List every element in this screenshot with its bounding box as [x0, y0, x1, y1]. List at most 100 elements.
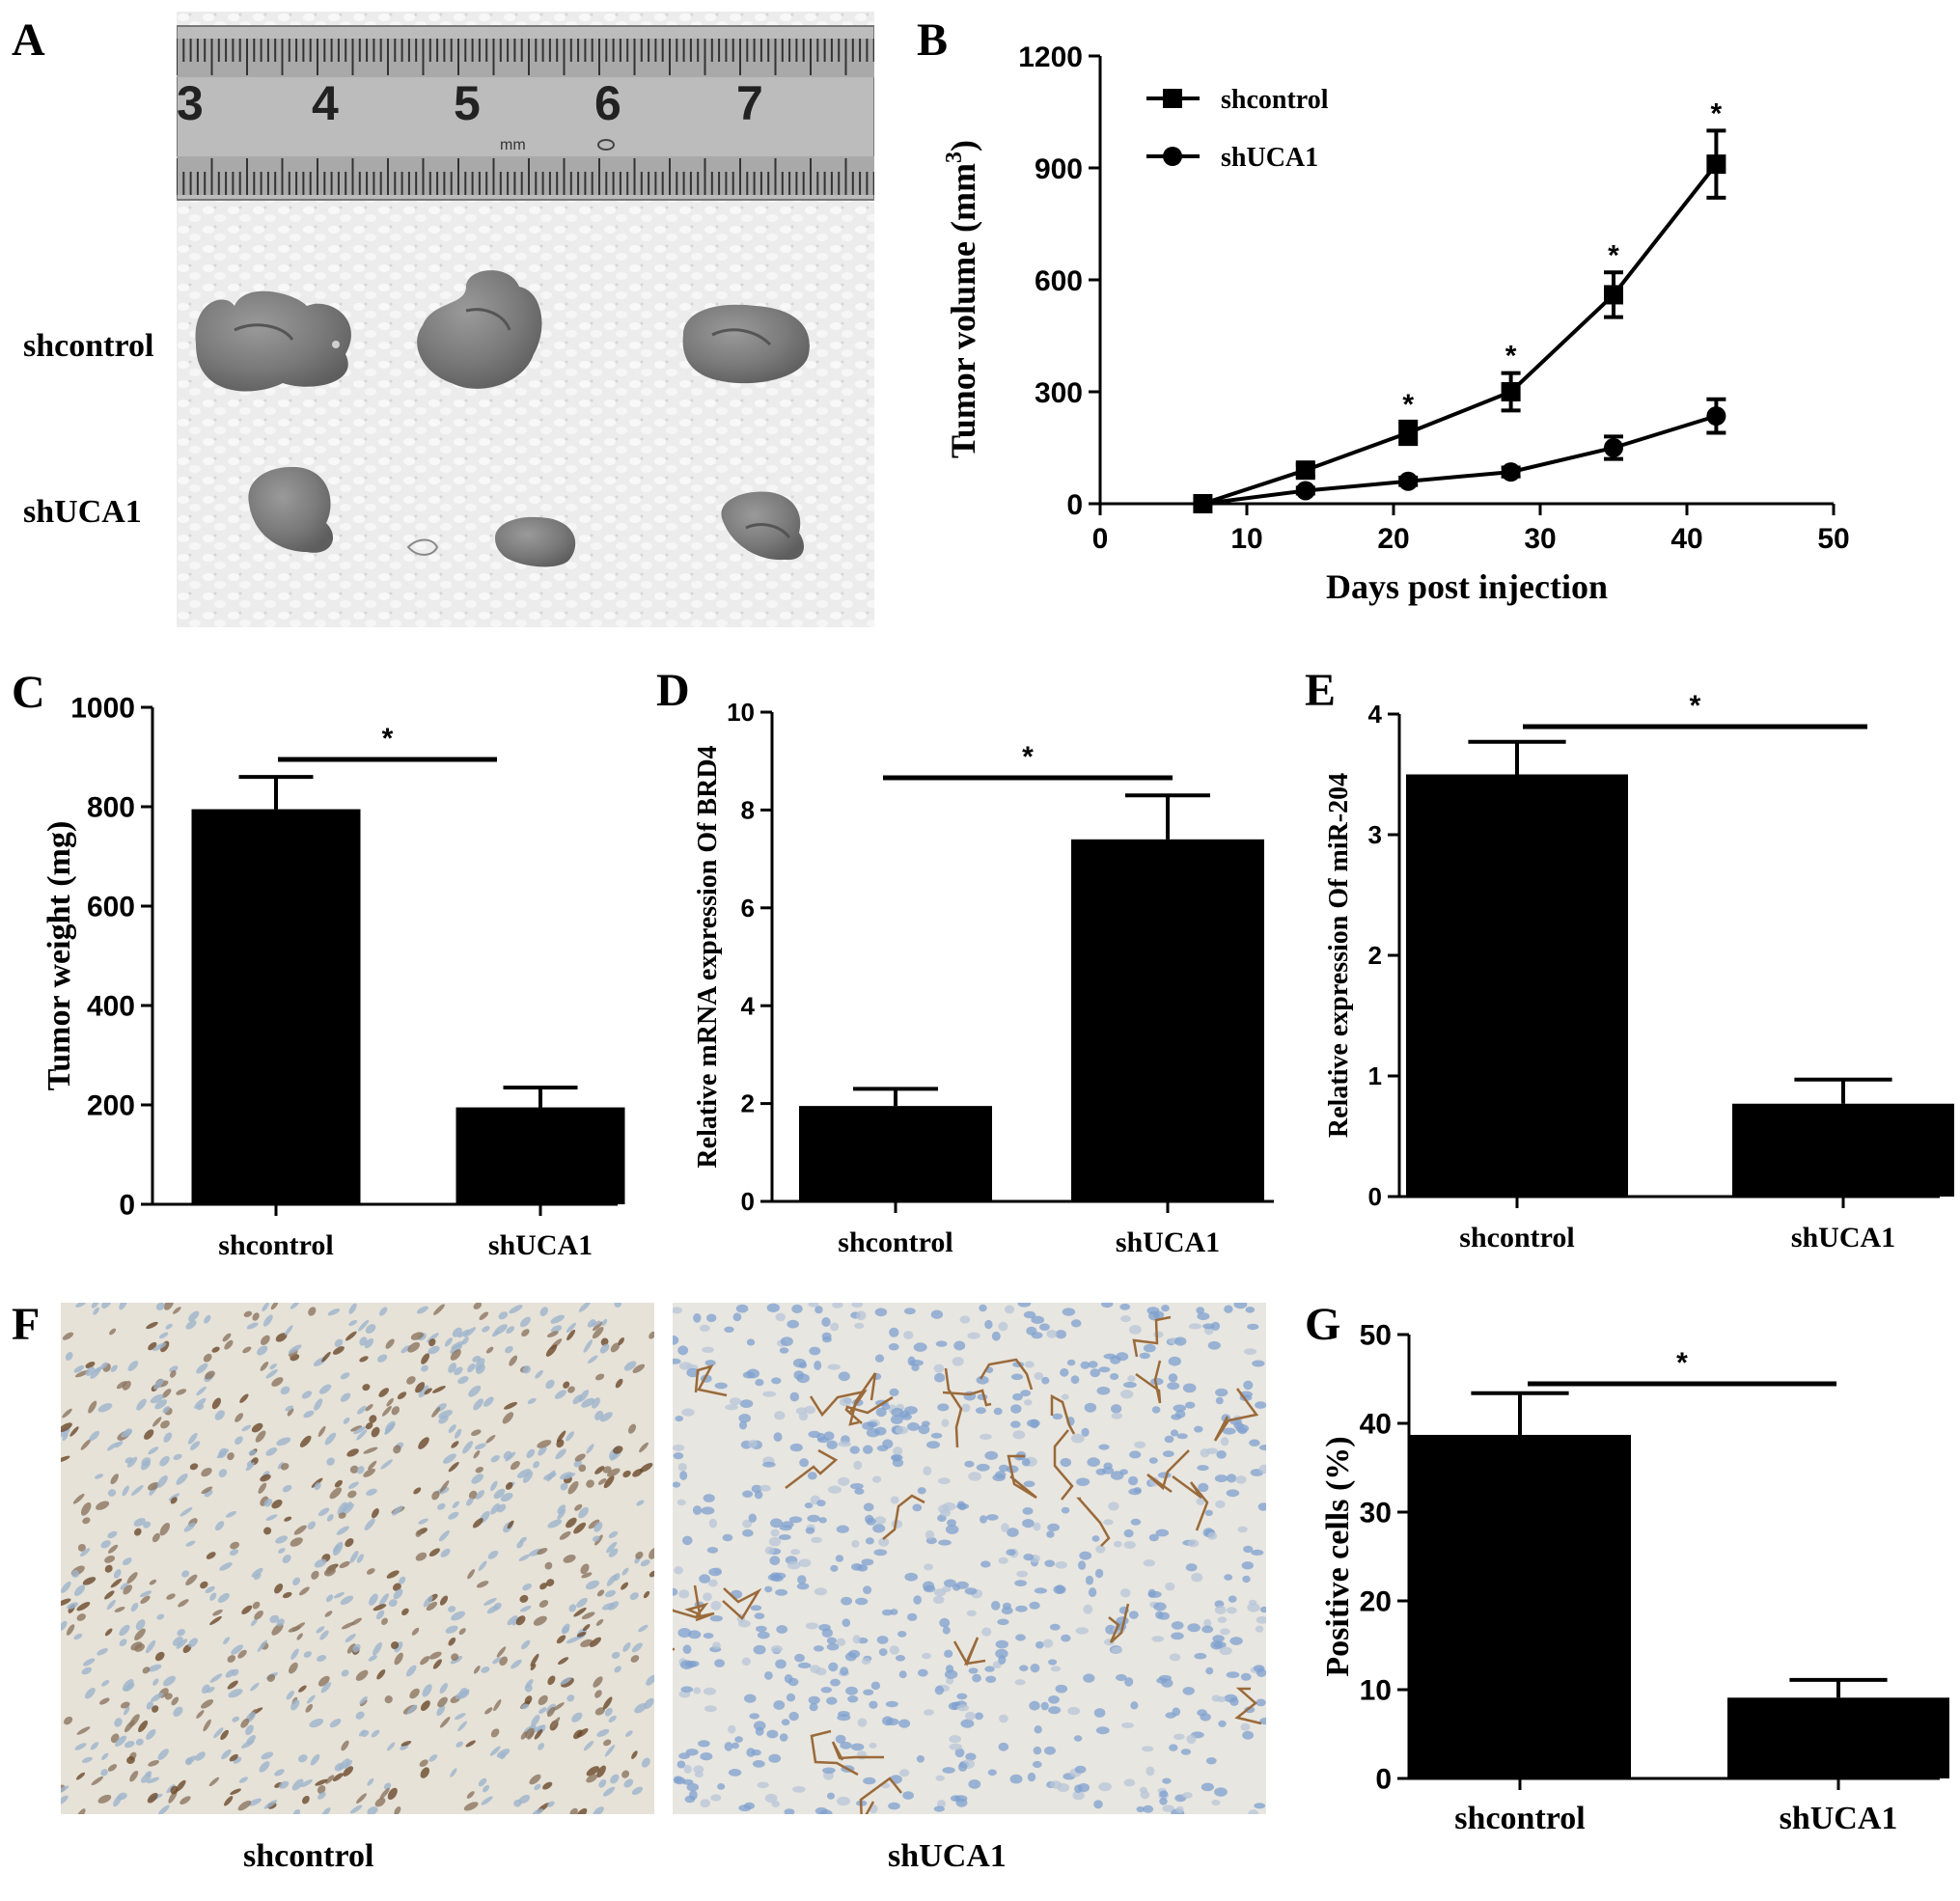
- ihc-nucleus: [1129, 1325, 1142, 1335]
- ihc-nucleus: [61, 1581, 71, 1593]
- ihc-nucleus: [1074, 1784, 1083, 1793]
- x-tick-label: 0: [1092, 523, 1109, 555]
- ihc-nucleus: [1235, 1475, 1247, 1484]
- ihc-nucleus: [855, 1597, 869, 1606]
- ihc-nucleus: [505, 1451, 516, 1462]
- ihc-nucleus: [631, 1642, 643, 1653]
- ihc-nucleus: [204, 1314, 211, 1324]
- ihc-nucleus: [818, 1517, 827, 1524]
- legend-marker-shcontrol: [1163, 89, 1182, 108]
- ihc-nucleus: [1040, 1701, 1049, 1711]
- ihc-nucleus: [124, 1720, 135, 1733]
- ihc-nucleus: [1048, 1695, 1060, 1704]
- ihc-nucleus: [826, 1696, 838, 1705]
- ihc-nucleus: [547, 1675, 556, 1686]
- ihc-nucleus: [683, 1764, 692, 1774]
- ihc-nucleus: [639, 1463, 653, 1473]
- ihc-vessel: [1007, 1454, 1037, 1500]
- ihc-nucleus: [945, 1525, 959, 1534]
- ihc-nucleus: [1049, 1623, 1061, 1631]
- ihc-nucleus: [544, 1561, 553, 1570]
- ihc-nucleus: [507, 1615, 518, 1626]
- ihc-nucleus: [822, 1767, 836, 1774]
- ihc-nucleus: [706, 1547, 719, 1554]
- ihc-nucleus: [673, 1587, 678, 1596]
- ihc-nucleus: [457, 1376, 469, 1385]
- ihc-nucleus: [209, 1615, 222, 1625]
- ihc-nucleus: [1143, 1559, 1155, 1567]
- ihc-nucleus: [625, 1730, 633, 1737]
- ihc-nucleus: [838, 1371, 850, 1382]
- ihc-nucleus: [262, 1314, 273, 1327]
- panel-label-b: B: [917, 14, 949, 66]
- ihc-nucleus: [241, 1605, 253, 1614]
- ihc-nucleus: [1012, 1392, 1023, 1401]
- ihc-nucleus: [428, 1548, 440, 1557]
- ihc-nucleus: [724, 1326, 734, 1333]
- ihc-nucleus: [873, 1549, 888, 1557]
- ihc-nucleus: [1033, 1746, 1042, 1755]
- ihc-nucleus: [201, 1699, 214, 1709]
- ihc-nucleus: [346, 1643, 356, 1654]
- x-axis-title: Days post injection: [1326, 567, 1608, 606]
- ihc-nucleus: [808, 1430, 821, 1439]
- ihc-nucleus: [251, 1567, 263, 1578]
- ihc-vessel: [1135, 1360, 1162, 1404]
- ihc-nucleus: [437, 1502, 446, 1510]
- ihc-nucleus: [79, 1548, 91, 1557]
- ihc-nucleus: [406, 1704, 418, 1715]
- ihc-nucleus: [1060, 1457, 1072, 1468]
- ihc-nucleus: [260, 1362, 269, 1371]
- ihc-nucleus: [159, 1523, 171, 1536]
- row-label-shcontrol: shcontrol: [23, 328, 154, 364]
- ihc-nucleus: [918, 1424, 930, 1435]
- ihc-nucleus: [1153, 1602, 1167, 1612]
- y-tick-label: 1: [1368, 1061, 1382, 1090]
- tumor-shUCA1-2: [406, 516, 576, 567]
- ihc-nucleus: [1259, 1606, 1266, 1613]
- ihc-nucleus: [448, 1424, 456, 1434]
- ihc-nucleus: [560, 1472, 573, 1480]
- ihc-vessel: [1172, 1474, 1209, 1531]
- ihc-nucleus: [1201, 1782, 1214, 1792]
- ihc-nucleus: [300, 1778, 313, 1788]
- ihc-nucleus: [796, 1583, 810, 1590]
- ihc-nucleus: [722, 1533, 733, 1542]
- ihc-nucleus: [1153, 1331, 1164, 1338]
- ihc-nucleus: [1050, 1666, 1062, 1672]
- ihc-nucleus: [631, 1786, 644, 1796]
- ihc-nucleus: [1030, 1664, 1040, 1673]
- ihc-nucleus: [773, 1432, 783, 1442]
- ihc-nucleus: [148, 1664, 162, 1672]
- ihc-nucleus: [1139, 1786, 1147, 1794]
- ihc-nucleus: [1258, 1445, 1266, 1451]
- ihc-nucleus: [1015, 1634, 1026, 1641]
- ihc-nucleus: [371, 1426, 380, 1438]
- ihc-nucleus: [852, 1635, 861, 1644]
- ihc-nucleus: [968, 1667, 979, 1674]
- ihc-nucleus: [458, 1628, 466, 1636]
- ihc-nucleus: [961, 1403, 971, 1413]
- ihc-nucleus: [891, 1407, 904, 1418]
- ihc-nucleus: [85, 1687, 96, 1699]
- ihc-nucleus: [467, 1363, 476, 1373]
- ihc-nucleus: [967, 1332, 980, 1339]
- significance-star: *: [1711, 97, 1723, 129]
- ihc-nucleus: [519, 1605, 532, 1612]
- ihc-nucleus: [69, 1426, 79, 1437]
- ihc-nucleus: [1162, 1450, 1174, 1457]
- ihc-nucleus: [529, 1774, 541, 1785]
- ihc-nucleus: [631, 1750, 638, 1759]
- ihc-nucleus: [185, 1755, 197, 1764]
- ihc-nucleus: [368, 1460, 377, 1471]
- ihc-nucleus: [80, 1439, 92, 1450]
- ihc-nucleus: [847, 1695, 859, 1703]
- ihc-nucleus: [634, 1702, 648, 1714]
- ihc-nucleus: [779, 1347, 789, 1354]
- ihc-nucleus: [734, 1736, 743, 1743]
- ihc-nucleus: [869, 1742, 877, 1749]
- ihc-nucleus: [261, 1751, 274, 1760]
- ihc-nucleus: [506, 1326, 515, 1334]
